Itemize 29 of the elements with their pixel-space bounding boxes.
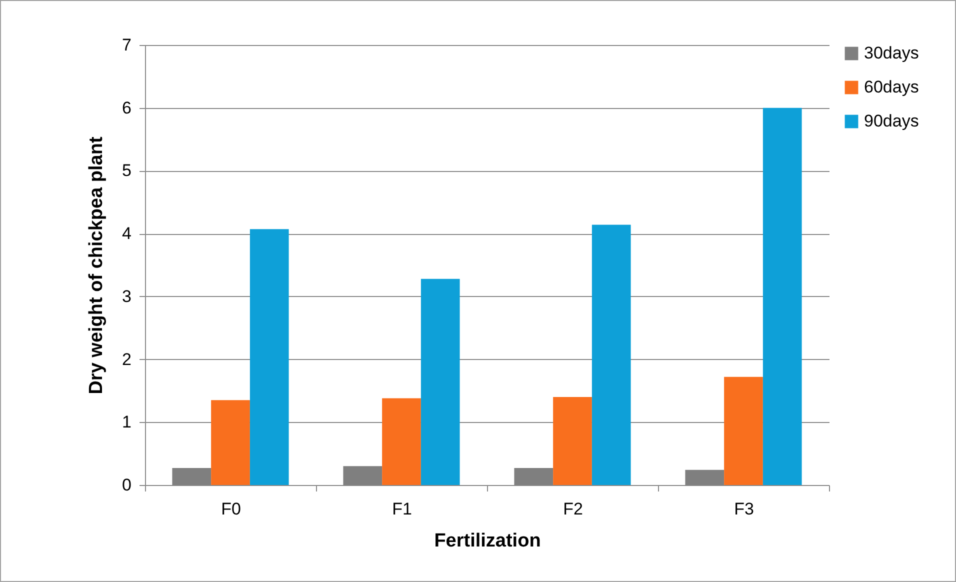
bar bbox=[724, 376, 763, 485]
bar bbox=[553, 397, 592, 485]
bar bbox=[250, 229, 289, 485]
y-tick-label: 1 bbox=[122, 412, 132, 432]
bar bbox=[592, 224, 631, 485]
bar bbox=[685, 470, 724, 485]
y-tick-label: 5 bbox=[122, 161, 132, 180]
bar bbox=[211, 400, 250, 485]
legend-label: 90days bbox=[864, 112, 919, 130]
bar bbox=[172, 468, 212, 485]
x-tick-label: F1 bbox=[392, 500, 412, 518]
x-tick-label: F2 bbox=[563, 500, 583, 518]
y-tick-label: 0 bbox=[122, 476, 132, 494]
y-tick-label: 6 bbox=[122, 98, 132, 118]
legend-label: 60days bbox=[864, 78, 919, 96]
y-axis-title: Dry weight of chickpea plant bbox=[86, 136, 108, 394]
bar bbox=[762, 108, 802, 485]
x-tick-label: F0 bbox=[221, 500, 241, 518]
bar bbox=[343, 466, 382, 485]
bar bbox=[382, 398, 421, 485]
y-tick-label: 3 bbox=[122, 286, 132, 306]
y-tick-label: 7 bbox=[122, 36, 132, 54]
x-tick-label: F3 bbox=[734, 500, 754, 518]
bar bbox=[420, 278, 460, 485]
bar bbox=[514, 468, 554, 485]
x-axis-title: Fertilization bbox=[434, 530, 541, 552]
y-tick-label: 2 bbox=[122, 350, 132, 369]
legend-label: 30days bbox=[864, 44, 919, 62]
y-tick-label: 4 bbox=[122, 224, 132, 244]
